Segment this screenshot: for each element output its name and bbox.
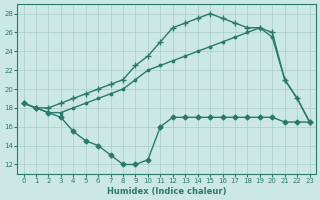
- X-axis label: Humidex (Indice chaleur): Humidex (Indice chaleur): [107, 187, 226, 196]
